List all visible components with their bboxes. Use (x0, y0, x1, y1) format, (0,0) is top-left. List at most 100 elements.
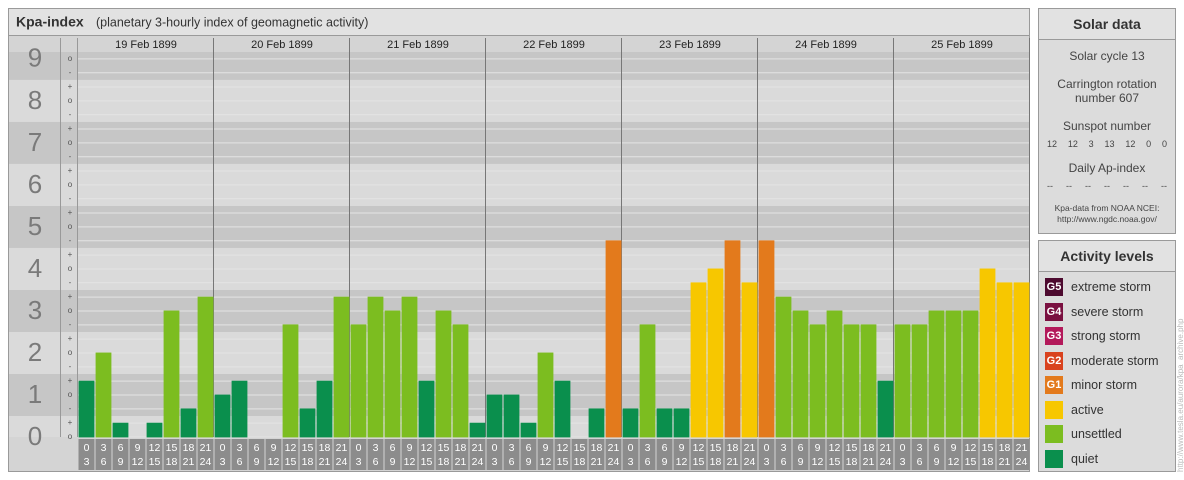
y-minor-label: + (68, 250, 73, 259)
bar (333, 296, 350, 438)
bar (962, 310, 979, 438)
sunspot-value: 0 (1146, 139, 1152, 149)
x-tick-label: 3 (220, 456, 226, 468)
slot-box (486, 439, 503, 470)
x-tick-label: 21 (200, 442, 212, 454)
y-minor-label: - (69, 320, 72, 329)
x-tick-label: 15 (302, 442, 314, 454)
slot-box (860, 439, 877, 470)
page-url: http://www.tesla.eu/aurora/kpa_archive.p… (1176, 318, 1184, 472)
level-badge (1045, 400, 1063, 419)
x-tick-label: 18 (438, 456, 450, 468)
x-tick-label: 24 (336, 456, 348, 468)
x-tick-label: 15 (166, 442, 178, 454)
level-name: strong storm (1071, 329, 1141, 344)
panel-title: Solar data (1039, 9, 1175, 40)
level-name: extreme storm (1071, 280, 1151, 295)
bar (605, 240, 622, 438)
slot-box (792, 439, 809, 470)
x-tick-label: 24 (1016, 456, 1028, 468)
x-tick-label: 0 (900, 442, 906, 454)
y-minor-label: - (69, 194, 72, 203)
bar (316, 380, 333, 438)
slot-box (911, 439, 928, 470)
slot-box (571, 439, 588, 470)
x-tick-label: 15 (557, 456, 569, 468)
ap-value: -- (1047, 181, 1053, 191)
chart-subtitle: (planetary 3-hourly index of geomagnetic… (96, 15, 368, 29)
slot-box (112, 439, 129, 470)
y-minor-label: - (69, 236, 72, 245)
y-minor-label: o (68, 96, 73, 105)
x-tick-label: 18 (982, 456, 994, 468)
x-tick-label: 9 (271, 442, 277, 454)
source-text: Kpa-data from NOAA NCEI: (1054, 203, 1160, 213)
bar (112, 422, 129, 438)
x-tick-label: 24 (880, 456, 892, 468)
bar (401, 296, 418, 438)
x-tick-label: 18 (166, 456, 178, 468)
x-tick-label: 6 (645, 456, 651, 468)
x-tick-label: 21 (336, 442, 348, 454)
chart-title: Kpa-index (16, 14, 84, 30)
level-item: quiet (1039, 447, 1175, 472)
sunspot-title: Sunspot number (1062, 119, 1152, 133)
level-badge: G5 (1045, 278, 1063, 297)
x-tick-label: 6 (934, 442, 940, 454)
slot-box (418, 439, 435, 470)
bar (520, 422, 537, 438)
x-tick-label: 18 (863, 442, 875, 454)
sunspot-value: 12 (1125, 139, 1136, 149)
bar (299, 408, 316, 438)
slot-box (945, 439, 962, 470)
x-tick-label: 15 (574, 442, 586, 454)
level-name: minor storm (1071, 378, 1137, 393)
slot-box (214, 439, 231, 470)
panel-title: Activity levels (1039, 241, 1175, 272)
level-item: G1 minor storm (1039, 373, 1175, 398)
day-label: 21 Feb 1899 (387, 39, 449, 51)
bar (146, 422, 163, 438)
y-minor-label: + (68, 334, 73, 343)
x-tick-label: 9 (662, 456, 668, 468)
ap-title: Daily Ap-index (1068, 161, 1146, 175)
bar (418, 380, 435, 438)
slot-box (265, 439, 282, 470)
slot-box (741, 439, 758, 470)
x-tick-label: 24 (472, 456, 484, 468)
bar (588, 408, 605, 438)
bar (690, 282, 707, 438)
slot-box (452, 439, 469, 470)
x-tick-label: 3 (509, 442, 515, 454)
y-minor-label: - (69, 110, 72, 119)
bar (945, 310, 962, 438)
x-tick-label: 15 (149, 456, 161, 468)
slot-box (384, 439, 401, 470)
x-tick-label: 9 (118, 456, 124, 468)
x-tick-label: 6 (509, 456, 515, 468)
x-tick-label: 6 (526, 442, 532, 454)
level-name: quiet (1071, 451, 1099, 466)
ap-value: -- (1161, 181, 1167, 191)
y-tick-label: 8 (28, 85, 42, 115)
slot-box (537, 439, 554, 470)
y-minor-label: o (68, 138, 73, 147)
sunspot-value: 3 (1088, 139, 1094, 149)
y-minor-label: o (68, 54, 73, 63)
x-tick-label: 21 (183, 456, 195, 468)
slot-box (350, 439, 367, 470)
day-label: 19 Feb 1899 (115, 39, 177, 51)
slot-box (367, 439, 384, 470)
bar (1013, 282, 1030, 438)
y-tick-label: 5 (28, 211, 42, 241)
slot-box (231, 439, 248, 470)
y-minor-label: o (68, 432, 73, 441)
slot-box (962, 439, 979, 470)
y-minor-label: - (69, 362, 72, 371)
bar (622, 408, 639, 438)
x-tick-label: 9 (934, 456, 940, 468)
bar (486, 394, 503, 438)
slot-box (180, 439, 197, 470)
x-tick-label: 21 (863, 456, 875, 468)
level-item: active (1039, 398, 1175, 423)
